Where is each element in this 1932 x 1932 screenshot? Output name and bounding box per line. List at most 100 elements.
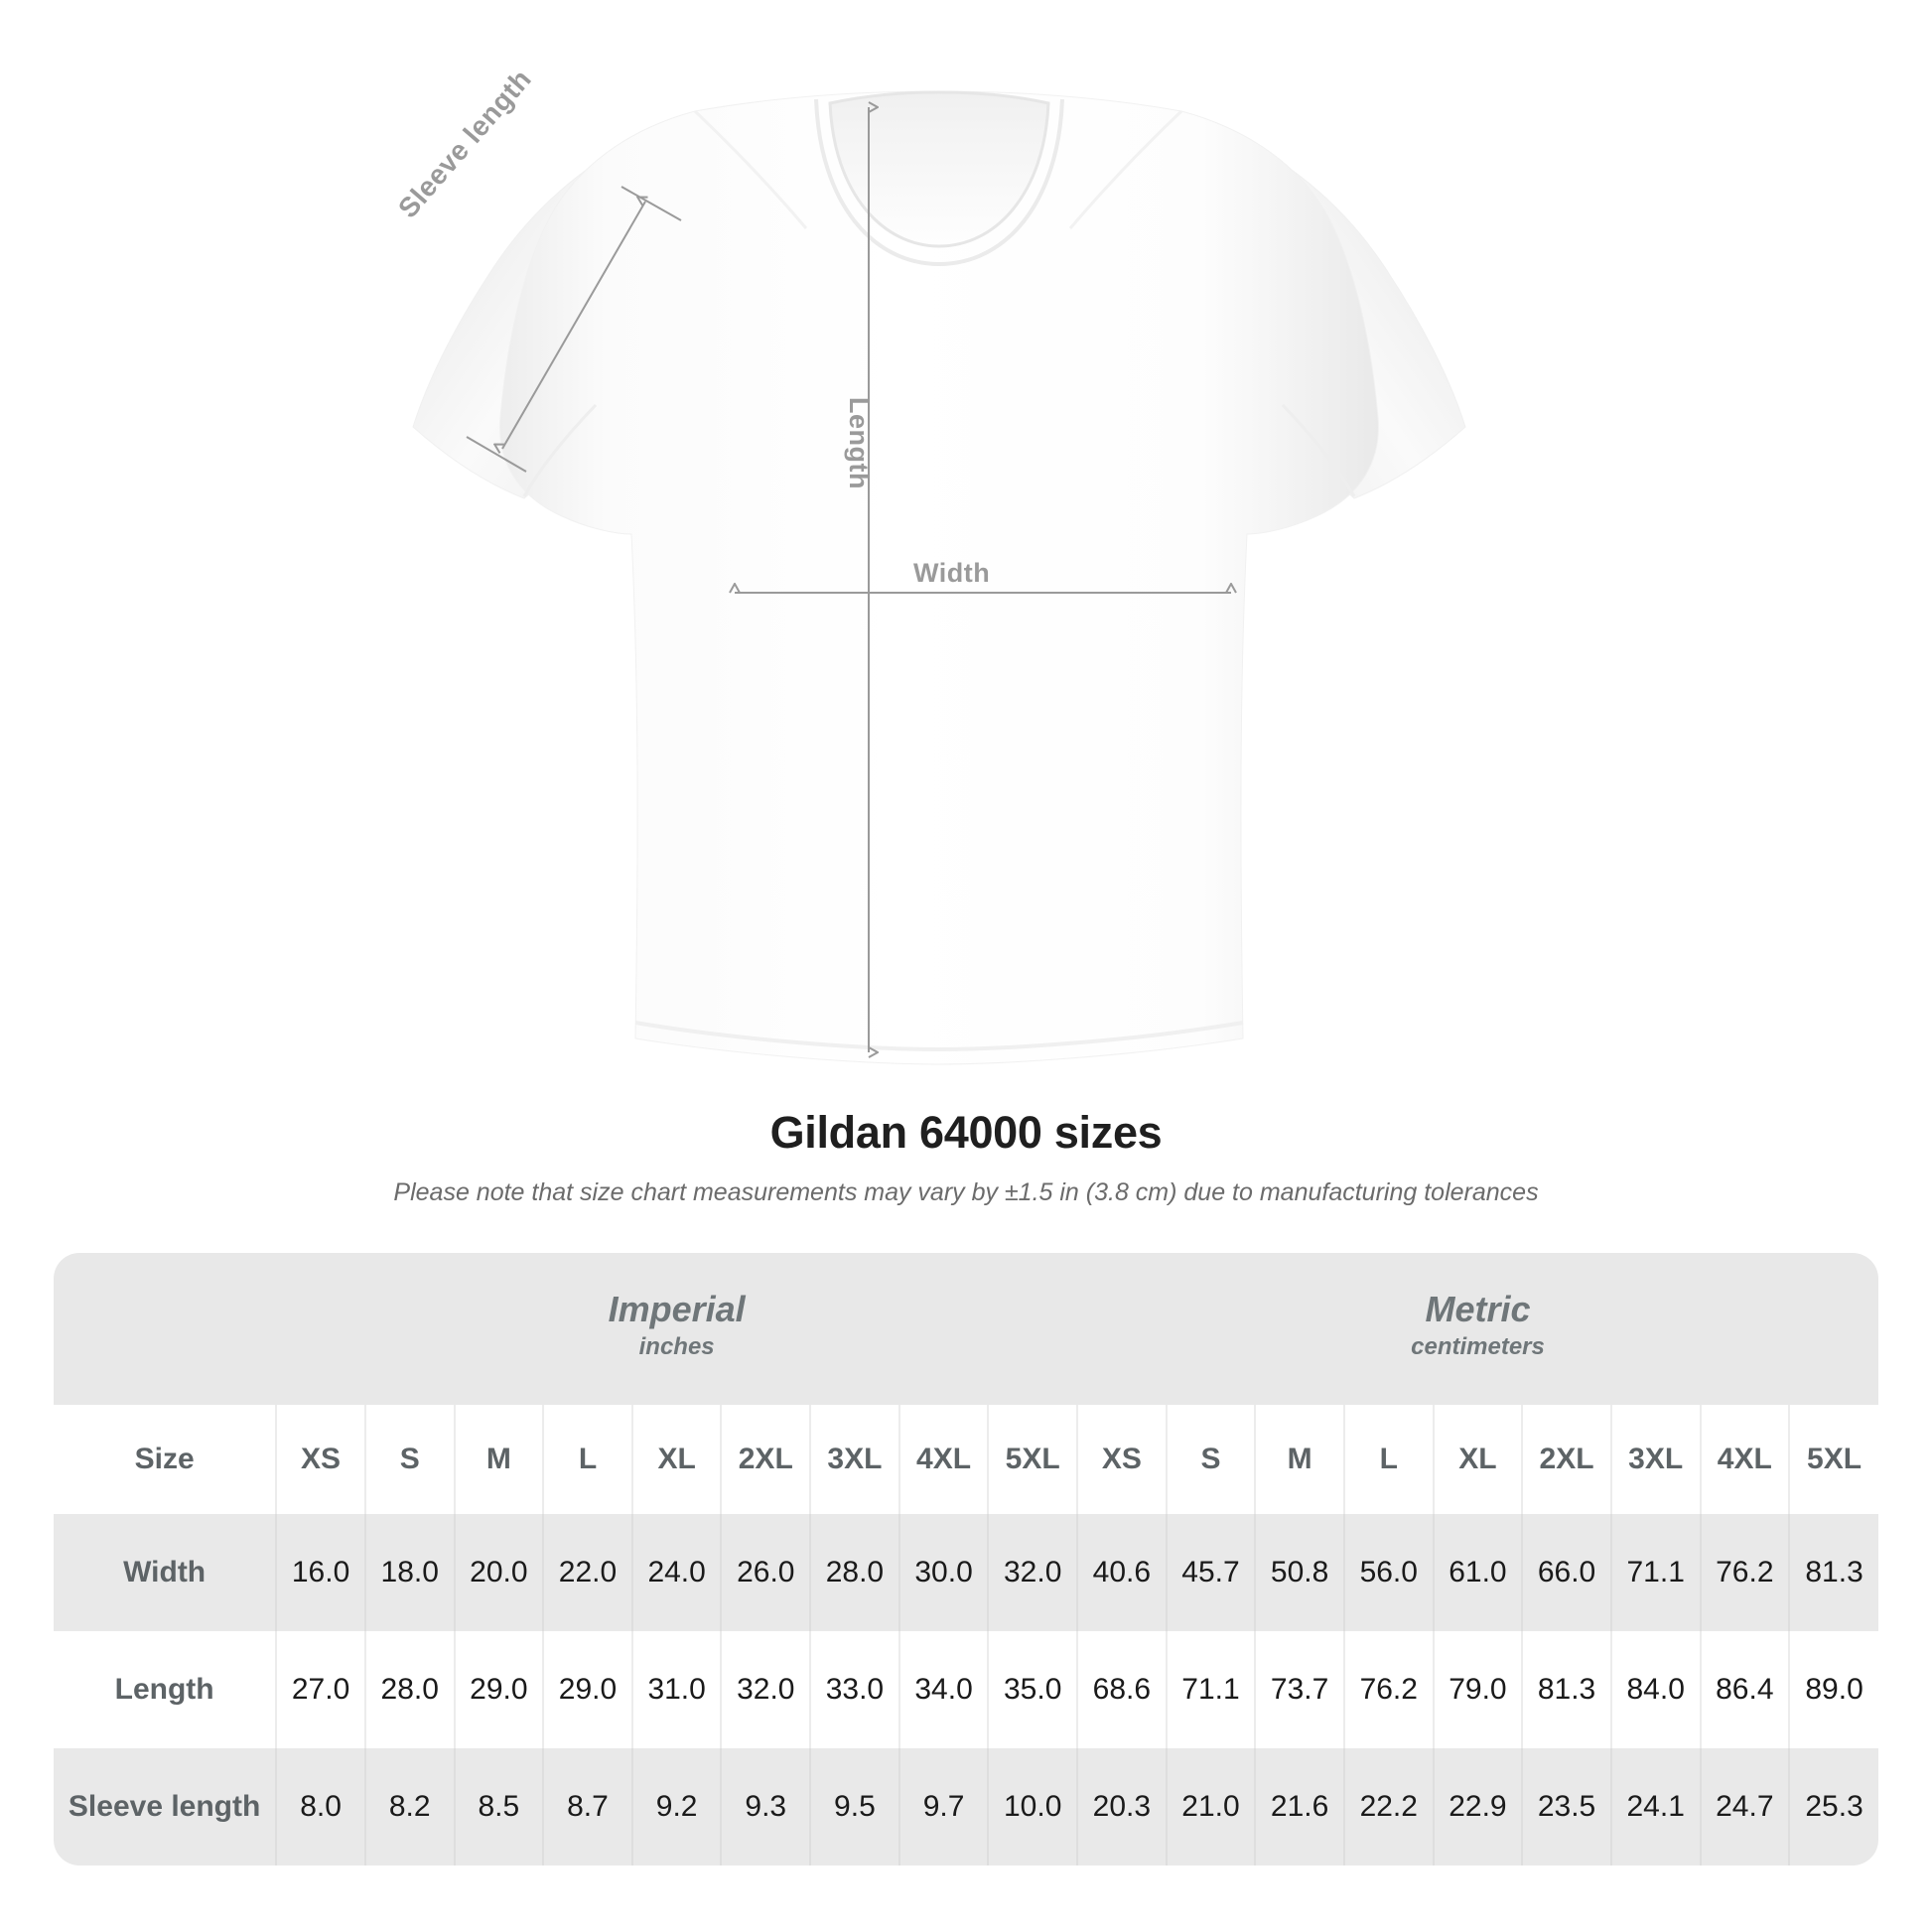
measurement-cell: 35.0 (987, 1631, 1078, 1749)
measurement-cell: 20.3 (1076, 1748, 1167, 1866)
size-header-cell: XL (1432, 1405, 1523, 1515)
measurement-cell: 8.0 (275, 1748, 365, 1866)
width-label: Width (913, 558, 991, 588)
measurement-cell: 61.0 (1432, 1514, 1523, 1632)
left-shoulder-seam (693, 109, 808, 229)
measurement-row-label: Sleeve length (54, 1748, 277, 1866)
size-header-cell: 3XL (809, 1405, 899, 1515)
measurement-row-label: Length (54, 1631, 277, 1749)
tshirt-illustration (412, 90, 1466, 1065)
sleeve-length-arrow (502, 202, 645, 449)
measurement-cell: 8.2 (363, 1748, 455, 1866)
measurement-cell: 28.0 (809, 1514, 899, 1632)
size-header-cell: 3XL (1609, 1405, 1701, 1515)
measurement-cell: 32.0 (720, 1631, 811, 1749)
measurement-cell: 24.7 (1699, 1748, 1790, 1866)
size-header-cell: M (1254, 1405, 1344, 1515)
size-header-cell: S (363, 1405, 455, 1515)
measurement-cell: 28.0 (363, 1631, 455, 1749)
measurement-guides (466, 107, 1231, 1052)
size-header-cell: 5XL (1788, 1405, 1878, 1515)
size-header-cell: XS (1076, 1405, 1167, 1515)
size-header-row: Size XS S M L XL 2XL 3XL 4XL 5XL XS S M L XL 2XL 3XL 4XL… (54, 1405, 1878, 1515)
tolerance-note: Please note that size chart measurements… (393, 1178, 1539, 1206)
measurement-cell: 24.1 (1609, 1748, 1701, 1866)
table-row: Sleeve length 8.0 8.2 8.5 8.7 9.2 9.3 9.5 9.7 10.… (54, 1748, 1878, 1866)
measurement-cell: 89.0 (1788, 1631, 1878, 1749)
unit-group-name: Metric (1425, 1289, 1531, 1329)
measurement-cell: 71.1 (1609, 1514, 1701, 1632)
measurement-cell: 24.0 (630, 1514, 722, 1632)
measurement-cell: 56.0 (1342, 1514, 1434, 1632)
size-header-cell: 4XL (1699, 1405, 1790, 1515)
unit-group-imperial: Imperial inches (276, 1253, 1078, 1406)
measurement-cell: 22.0 (542, 1514, 632, 1632)
measurement-cell: 76.2 (1342, 1631, 1434, 1749)
measurement-cell: 8.7 (542, 1748, 632, 1866)
measurement-cell: 9.3 (720, 1748, 811, 1866)
measurement-cell: 29.0 (542, 1631, 632, 1749)
measurement-cell: 32.0 (987, 1514, 1078, 1632)
measurement-row-label: Width (54, 1514, 277, 1632)
unit-group-metric: Metric centimeters (1077, 1253, 1878, 1406)
measurement-cell: 81.3 (1788, 1514, 1878, 1632)
measurement-cell: 21.6 (1254, 1748, 1344, 1866)
unit-group-subtitle: centimeters (1411, 1333, 1545, 1361)
size-column-header: Size (54, 1405, 277, 1515)
unit-group-name: Imperial (608, 1289, 746, 1329)
unit-row-corner (54, 1253, 277, 1406)
measurement-cell: 29.0 (453, 1631, 544, 1749)
size-header-cell: XS (275, 1405, 365, 1515)
measurement-cell: 25.3 (1788, 1748, 1878, 1866)
measurement-cell: 81.3 (1521, 1631, 1611, 1749)
measurement-cell: 16.0 (275, 1514, 365, 1632)
measurement-cell: 30.0 (897, 1514, 989, 1632)
measurement-cell: 9.7 (897, 1748, 989, 1866)
page-title: Gildan 64000 sizes (769, 1107, 1163, 1158)
measurement-cell: 73.7 (1254, 1631, 1344, 1749)
size-header-cell: 4XL (897, 1405, 989, 1515)
measurement-cell: 8.5 (453, 1748, 544, 1866)
unit-group-row: Imperial inches Metric centimeters (54, 1253, 1878, 1406)
measurement-cell: 18.0 (363, 1514, 455, 1632)
measurement-cell: 71.1 (1165, 1631, 1256, 1749)
measurement-cell: 9.2 (630, 1748, 722, 1866)
sleeve-tick-top (621, 186, 682, 221)
measurement-cell: 27.0 (275, 1631, 365, 1749)
measurement-cell: 84.0 (1609, 1631, 1701, 1749)
measurement-cell: 45.7 (1165, 1514, 1256, 1632)
size-header-cell: 2XL (720, 1405, 811, 1515)
bottom-hem (634, 1021, 1244, 1052)
table-row: Width 16.0 18.0 20.0 22.0 24.0 26.0 28.0 30.0 32.… (54, 1514, 1878, 1632)
measurement-cell: 66.0 (1521, 1514, 1611, 1632)
measurement-cell: 26.0 (720, 1514, 811, 1632)
size-chart-heading: Gildan 64000 sizes Please note that size… (0, 1107, 1932, 1207)
measurement-cell: 34.0 (897, 1631, 989, 1749)
size-table-container: Imperial inches Metric centimeters Size XS S… (54, 1253, 1878, 1866)
size-table-head: Imperial inches Metric centimeters Size XS S… (54, 1253, 1878, 1515)
measurement-cell: 76.2 (1699, 1514, 1790, 1632)
table-row: Length 27.0 28.0 29.0 29.0 31.0 32.0 33.0 34.0 35… (54, 1631, 1878, 1749)
shirt-body (499, 90, 1379, 1065)
right-shoulder-seam (1068, 109, 1183, 229)
size-header-cell: XL (630, 1405, 722, 1515)
measurement-cell: 21.0 (1165, 1748, 1256, 1866)
length-label: Length (844, 397, 874, 489)
measurement-cell: 68.6 (1076, 1631, 1167, 1749)
collar-outline (814, 98, 1064, 267)
size-header-cell: 2XL (1521, 1405, 1611, 1515)
measurement-cell: 40.6 (1076, 1514, 1167, 1632)
size-header-cell: M (453, 1405, 544, 1515)
size-table-body: Width 16.0 18.0 20.0 22.0 24.0 26.0 28.0 30.0 32.… (54, 1514, 1878, 1866)
measurement-cell: 20.0 (453, 1514, 544, 1632)
size-header-cell: 5XL (987, 1405, 1078, 1515)
measurement-cell: 31.0 (630, 1631, 722, 1749)
size-header-cell: L (542, 1405, 632, 1515)
measurement-cell: 9.5 (809, 1748, 899, 1866)
size-table: Imperial inches Metric centimeters Size XS S… (54, 1253, 1878, 1866)
measurement-cell: 79.0 (1432, 1631, 1523, 1749)
measurement-cell: 50.8 (1254, 1514, 1344, 1632)
measurement-cell: 22.2 (1342, 1748, 1434, 1866)
sleeve-tick-bottom (466, 436, 527, 473)
tshirt-diagram: Sleeve length Length Width (392, 63, 1466, 1065)
